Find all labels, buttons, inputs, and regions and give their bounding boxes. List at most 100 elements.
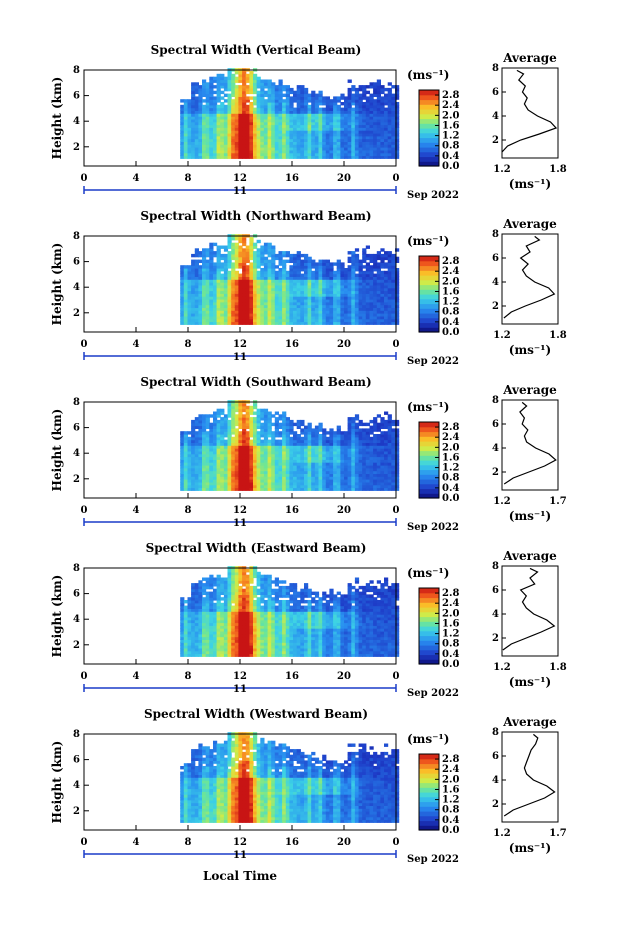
heatmap-cell	[380, 318, 385, 323]
heatmap-cell	[296, 293, 301, 297]
heatmap-cell	[322, 307, 327, 311]
heatmap-cell	[242, 282, 247, 286]
heatmap-cell	[194, 104, 199, 109]
heatmap-cell	[387, 93, 392, 97]
heatmap-cell	[351, 296, 356, 300]
heatmap-cell	[238, 104, 243, 109]
heatmap-cell	[231, 85, 236, 89]
heatmap-cell	[307, 321, 312, 325]
heatmap-cell	[238, 141, 243, 145]
heatmap-cell	[223, 459, 229, 463]
heatmap-cell	[282, 450, 287, 455]
heatmap-cell	[380, 141, 385, 145]
heatmap-cell	[180, 467, 185, 472]
heatmap-cell	[380, 417, 385, 421]
heatmap-cell	[205, 299, 210, 303]
heatmap-cell	[387, 152, 392, 157]
heatmap-cell	[373, 296, 378, 300]
heatmap-cell	[336, 282, 341, 286]
heatmap-cell	[242, 276, 247, 280]
heatmap-cell	[205, 470, 210, 474]
heatmap-cell	[369, 135, 374, 140]
heatmap-cell	[333, 467, 338, 472]
heatmap-cell	[300, 149, 305, 154]
heatmap-cell	[238, 133, 243, 137]
heatmap-cell	[198, 467, 203, 472]
heatmap-cell	[304, 96, 309, 100]
heatmap-cell	[318, 133, 323, 137]
heatmap-cell	[314, 141, 320, 145]
heatmap-cell	[213, 425, 218, 429]
heatmap-cell	[278, 473, 283, 477]
heatmap-cell	[231, 130, 236, 134]
heatmap-cell	[202, 273, 207, 277]
heatmap-cell	[314, 155, 320, 159]
heatmap-cell	[191, 96, 196, 100]
colorbar-tick-label: 2.8	[442, 422, 459, 433]
heatmap-cell	[242, 287, 247, 292]
heatmap-cell	[205, 82, 210, 86]
heatmap-cell	[274, 284, 279, 289]
heatmap-cell	[227, 273, 232, 277]
heatmap-cell	[183, 290, 188, 294]
heatmap-cell	[307, 93, 312, 97]
heatmap-cell	[209, 102, 214, 106]
heatmap-cell	[205, 301, 210, 306]
heatmap-cell	[180, 127, 185, 131]
heatmap-cell	[245, 141, 250, 145]
heatmap-cell	[362, 107, 367, 111]
heatmap-cell	[231, 405, 236, 410]
heatmap-cell	[231, 450, 236, 455]
heatmap-cell	[198, 633, 203, 638]
heatmap-cell	[267, 133, 272, 137]
heatmap-cell	[340, 290, 345, 294]
heatmap-cell	[358, 479, 363, 483]
heatmap-cell	[376, 422, 381, 427]
heatmap-cell	[274, 417, 279, 421]
heatmap-cell	[340, 439, 345, 443]
heatmap-cell	[354, 479, 360, 483]
heatmap-cell	[354, 113, 360, 117]
heatmap-cell	[387, 293, 392, 297]
heatmap-cell	[260, 422, 265, 427]
heatmap-cell	[187, 608, 192, 612]
heatmap-cell	[253, 87, 258, 92]
heatmap-cell	[358, 304, 363, 308]
heatmap-cell	[213, 282, 218, 286]
heatmap-cell	[274, 310, 279, 314]
heatmap-cell	[253, 90, 258, 95]
heatmap-cell	[271, 299, 276, 303]
heatmap-cell	[256, 276, 261, 280]
heatmap-cell	[227, 442, 232, 446]
heatmap-cell	[263, 296, 269, 300]
heatmap-cell	[263, 104, 269, 109]
heatmap-cell	[234, 87, 239, 92]
heatmap-cell	[311, 436, 316, 441]
heatmap-cell	[183, 118, 188, 123]
heatmap-cell	[333, 282, 338, 286]
heatmap-cell	[209, 152, 214, 157]
heatmap-cell	[274, 318, 279, 323]
heatmap-cell	[267, 310, 272, 314]
heatmap-cell	[223, 87, 229, 92]
heatmap-cell	[373, 467, 378, 472]
heatmap-cell	[336, 450, 341, 455]
heatmap-cell	[391, 147, 396, 151]
heatmap-cell	[362, 279, 367, 283]
heatmap-cell	[234, 408, 239, 413]
heatmap-cell	[329, 439, 334, 443]
heatmap-cell	[278, 90, 283, 95]
heatmap-cell	[344, 99, 349, 103]
heatmap-cell	[380, 310, 385, 314]
heatmap-cell	[278, 133, 283, 137]
heatmap-cell	[340, 141, 345, 145]
heatmap-cell	[325, 484, 330, 489]
colorbar-segment	[419, 284, 439, 290]
heatmap-cell	[387, 279, 392, 283]
heatmap-cell	[282, 453, 287, 458]
heatmap-cell	[311, 479, 316, 483]
day-label: 11	[233, 186, 247, 197]
heatmap-cell	[376, 270, 381, 275]
heatmap-cell	[231, 301, 236, 306]
heatmap-cell	[322, 144, 327, 148]
